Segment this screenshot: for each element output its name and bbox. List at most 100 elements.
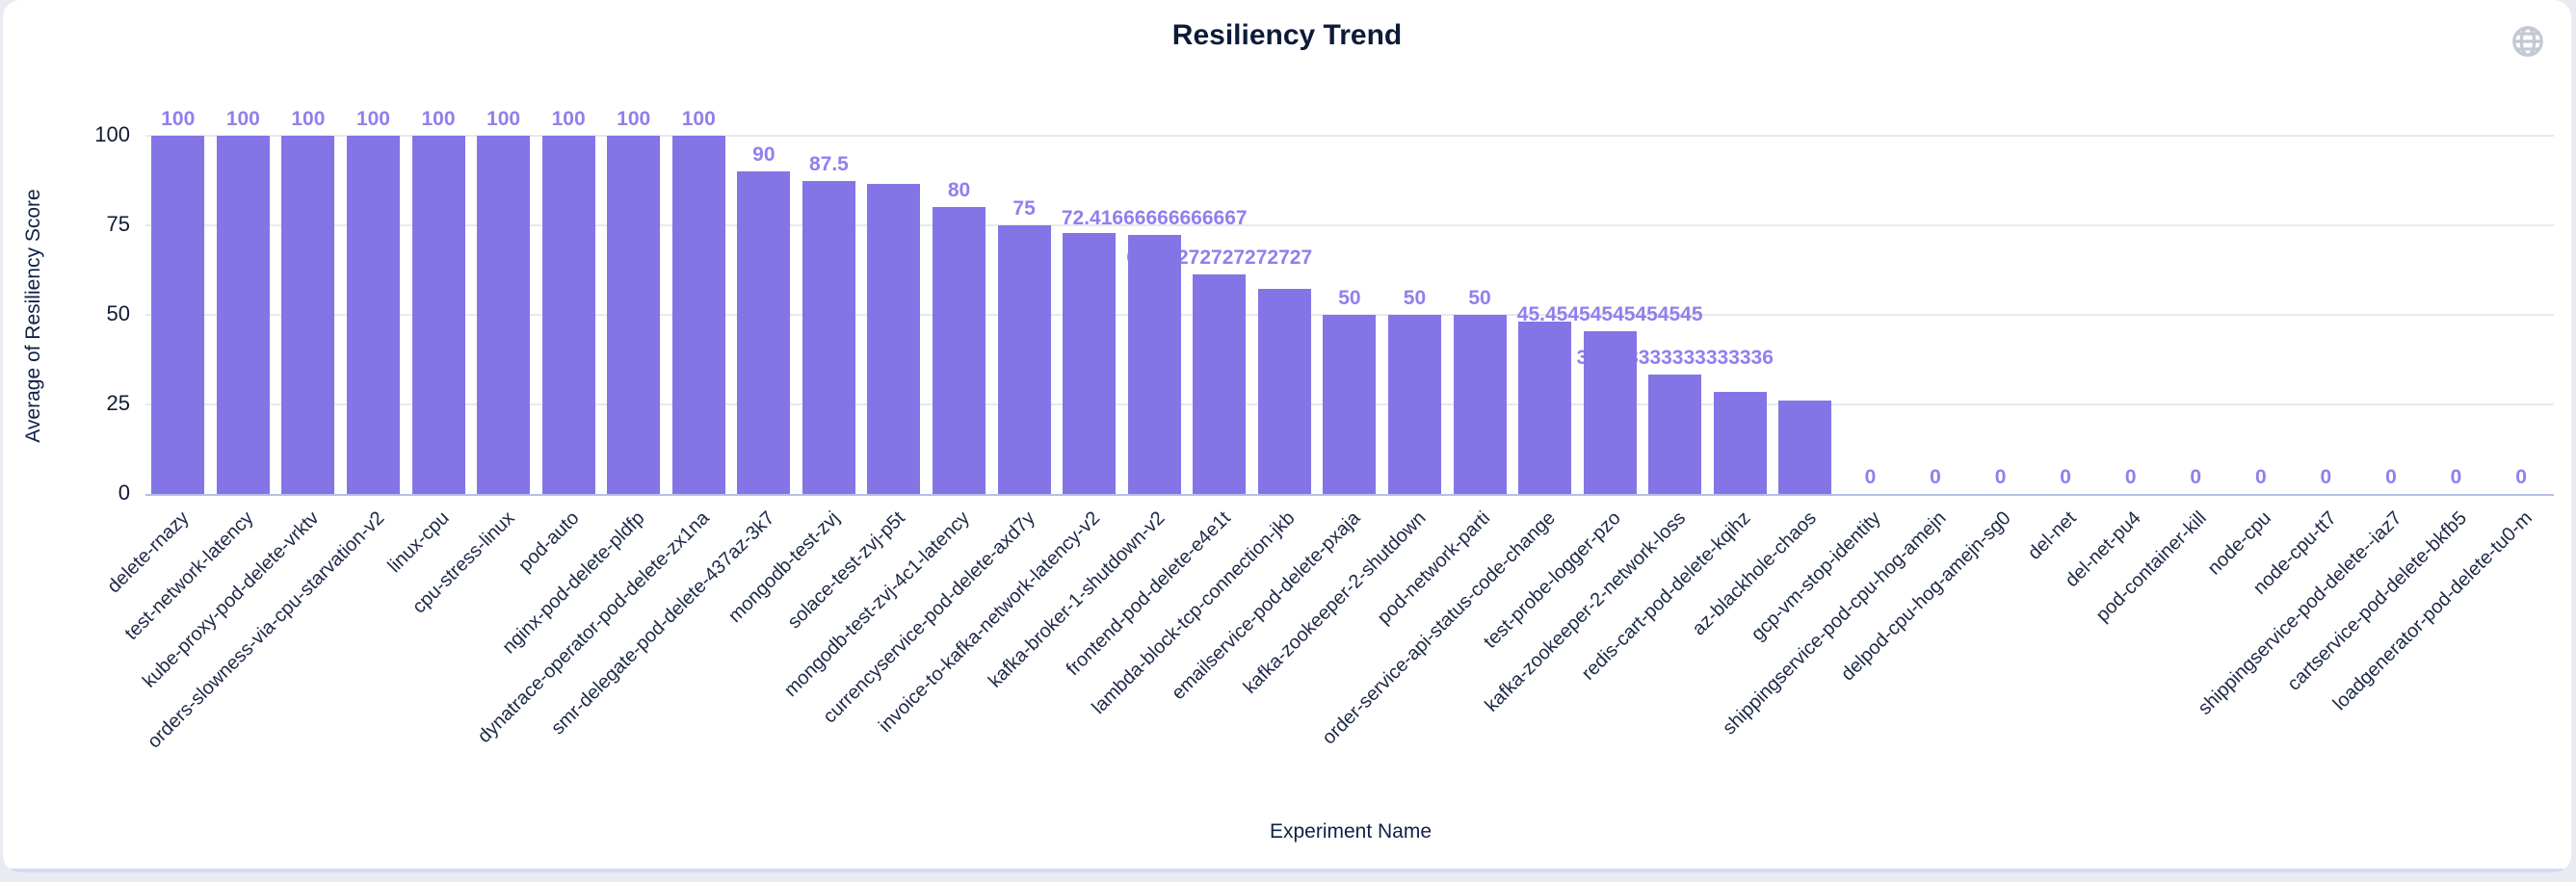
- bar[interactable]: [1127, 234, 1181, 494]
- bar-slot: 100 linux-cpu: [383, 108, 471, 577]
- bar-value-label: 80: [947, 179, 971, 202]
- bar-slot: 50 emailservice-pod-delete-pxaja: [1168, 136, 1382, 704]
- bar-slot: 100 delete-rnazy: [103, 108, 211, 597]
- bar-value-label: 0: [2385, 466, 2397, 488]
- bar-value-label: 0: [1864, 466, 1877, 488]
- bar[interactable]: [477, 136, 531, 494]
- bar-value-label: 0: [2320, 466, 2332, 488]
- bar-value-label: 100: [161, 108, 196, 130]
- bar-slot: 80 mongodb-test-zvj-4c1-latency: [780, 136, 992, 701]
- bar[interactable]: [1713, 391, 1767, 494]
- bar-slot: solace-test-zvj-p5t: [783, 136, 927, 633]
- bar-slot: 0 pod-container-kill: [2092, 136, 2228, 626]
- bar-value-label: 0: [2060, 466, 2071, 488]
- bar-slot: 61.27272727272727 frontend-pod-delete-e4e…: [1062, 136, 1312, 680]
- bar-value-label: 50: [1338, 287, 1361, 309]
- bar[interactable]: [933, 207, 986, 494]
- horizontal-scrollbar-track[interactable]: [3, 869, 2571, 872]
- bar-slot: 0 delpod-cpu-hog-amejn-sg0: [1837, 136, 2034, 686]
- x-category-label: order-service-api-status-code-change: [1318, 507, 1561, 749]
- bar-slot: 50 pod-network-parti: [1374, 136, 1512, 629]
- bar[interactable]: [1193, 274, 1247, 494]
- bar[interactable]: [1518, 322, 1572, 494]
- bar[interactable]: [1387, 315, 1441, 494]
- y-tick-label: 50: [106, 301, 130, 325]
- bar[interactable]: [1257, 288, 1311, 494]
- bar-value-label: 0: [1994, 466, 2007, 488]
- bar[interactable]: [216, 136, 270, 494]
- bar-value-label: 0: [1930, 466, 1941, 488]
- x-axis-title: Experiment Name: [1269, 820, 1433, 843]
- y-axis-title: Average of Resiliency Score: [22, 189, 44, 443]
- bar[interactable]: [1583, 330, 1637, 494]
- bar-value-label: 0: [2515, 466, 2527, 488]
- bar-value-label: 100: [617, 108, 651, 130]
- bar-value-label: 75: [1012, 197, 1036, 220]
- bar-slot: 100 test-network-latency: [121, 108, 276, 644]
- plot-area: 0 25 50 75 100 100 delete-rnazy 100 test-network…: [94, 108, 2554, 752]
- bar-slot: 100 nginx-pod-delete-pldfp: [498, 108, 667, 658]
- chart-title: Resiliency Trend: [1171, 19, 1403, 51]
- bar[interactable]: [607, 136, 661, 494]
- x-category-label: az-blackhole-chaos: [1687, 507, 1821, 640]
- bar-value-label: 100: [486, 108, 521, 130]
- bar-value-label: 100: [551, 108, 586, 130]
- bar-value-label: 0: [2124, 466, 2137, 488]
- bar-slot: 0 del-net: [2024, 136, 2098, 564]
- bar-value-label: 72.41666666666667: [1061, 206, 1248, 229]
- gridline: [145, 135, 2554, 137]
- bar-slot: 0 loadgenerator-pod-delete-tu0-m: [2328, 136, 2554, 714]
- bar-value-label: 100: [225, 108, 260, 130]
- globe-icon[interactable]: [2510, 23, 2546, 60]
- bar-value-label: 100: [355, 108, 390, 130]
- bar-value-label: 0: [2190, 466, 2202, 488]
- bar[interactable]: [1453, 315, 1507, 494]
- x-category-label: del-net: [2023, 507, 2081, 564]
- bar-slot: 100 dynatrace-operator-pod-delete-zx1na: [474, 108, 732, 747]
- bar-slot: 75 currencyservice-pod-delete-axd7y: [819, 136, 1057, 728]
- chart-card: Resiliency Trend Average of Resiliency S…: [3, 0, 2571, 872]
- y-tick-label: 75: [106, 212, 130, 236]
- bar[interactable]: [1323, 315, 1377, 494]
- bar[interactable]: [737, 171, 791, 494]
- bar-slot: 0 gcp-vm-stop-identity: [1748, 136, 1904, 645]
- bar-value-label: 87.5: [808, 152, 849, 175]
- bar-value-label: 50: [1403, 287, 1427, 309]
- bar-value-label: 100: [421, 108, 456, 130]
- bar[interactable]: [802, 180, 855, 494]
- bar[interactable]: [1063, 232, 1117, 494]
- bar-slot: 45.45454545454545 test-probe-logger-pzo: [1480, 136, 1703, 653]
- bar[interactable]: [281, 136, 335, 494]
- bar-value-label: 50: [1468, 287, 1491, 309]
- bar-value-label: 0: [2450, 466, 2462, 488]
- y-tick-label: 25: [106, 391, 130, 415]
- bar-slot: 0 node-cpu-tt7: [2249, 136, 2359, 599]
- bar[interactable]: [867, 184, 921, 494]
- bar-slot: 0 node-cpu: [2204, 136, 2294, 580]
- bar-slot: invoice-to-kafka-network-latency-v2: [875, 136, 1122, 737]
- bar-value-label: 90: [752, 143, 775, 167]
- bar[interactable]: [541, 136, 595, 494]
- bar-slot: 0 shippingservice-pod-cpu-hog-amejn: [1719, 136, 1968, 739]
- bar-slot: 0 del-net-pu4: [2062, 136, 2164, 591]
- gridline: [145, 224, 2554, 226]
- x-category-label: pod-container-kill: [2091, 507, 2211, 627]
- bar[interactable]: [411, 136, 465, 494]
- bar[interactable]: [151, 136, 205, 494]
- bar-slot: az-blackhole-chaos: [1688, 136, 1838, 639]
- bar-slot: order-service-api-status-code-change: [1319, 136, 1578, 749]
- bar[interactable]: [671, 136, 725, 494]
- bar[interactable]: [1778, 401, 1832, 494]
- bar-slot: 100 cpu-stress-linux: [408, 108, 537, 618]
- bar[interactable]: [346, 136, 400, 494]
- x-category-label: dynatrace-operator-pod-delete-zx1na: [473, 507, 714, 748]
- bar-slot: 100 pod-auto: [514, 108, 601, 576]
- y-tick-label: 0: [118, 480, 130, 505]
- x-category-label: orders-slowness-via-cpu-starvation-v2: [143, 507, 389, 753]
- x-category-label: pod-network-parti: [1373, 507, 1495, 629]
- bar[interactable]: [1648, 375, 1702, 494]
- bar[interactable]: [997, 225, 1051, 494]
- bar-slot: 87.5 mongodb-test-zvj: [724, 136, 862, 627]
- y-tick-label: 100: [94, 122, 130, 146]
- bar-slot: 72.41666666666667 kafka-broker-1-shutdown…: [985, 136, 1247, 692]
